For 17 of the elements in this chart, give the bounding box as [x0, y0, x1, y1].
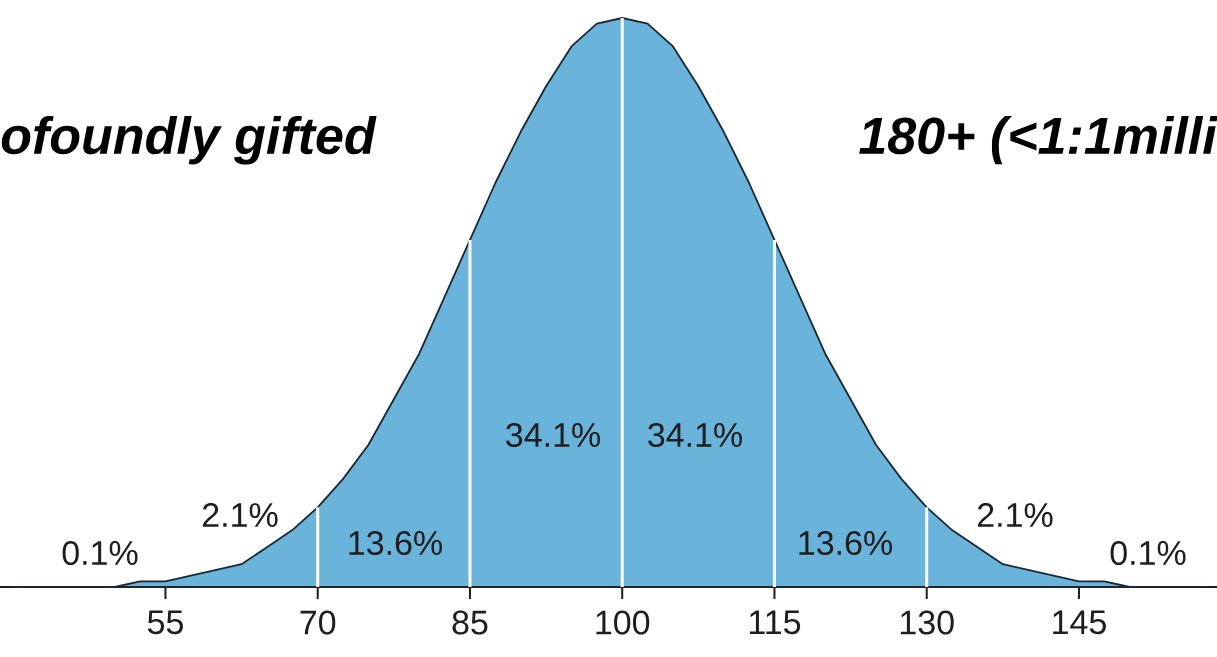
x-tick-label: 130 [900, 610, 954, 635]
x-tick-label: 100 [596, 610, 650, 635]
x-tick-label: 70 [300, 610, 336, 635]
annotation: 0.1% [62, 540, 138, 566]
annotation: 34.1% [506, 422, 600, 448]
annotation: 2.1% [202, 503, 278, 527]
annotation: 13.6% [349, 530, 442, 556]
x-tick-label: 115 [749, 610, 801, 635]
annotation: 2.1% [977, 503, 1053, 527]
annotation: 13.6% [799, 530, 892, 556]
annotation: ofoundly gifted [1, 116, 377, 165]
x-tick-label: 145 [1053, 610, 1106, 635]
annotation: 0.1% [1110, 540, 1186, 566]
x-tick-label: 85 [452, 610, 488, 635]
x-tick-label: 55 [147, 610, 183, 635]
annotation: 34.1% [648, 422, 742, 448]
annotation: 180+ (<1:1milli [859, 116, 1217, 165]
